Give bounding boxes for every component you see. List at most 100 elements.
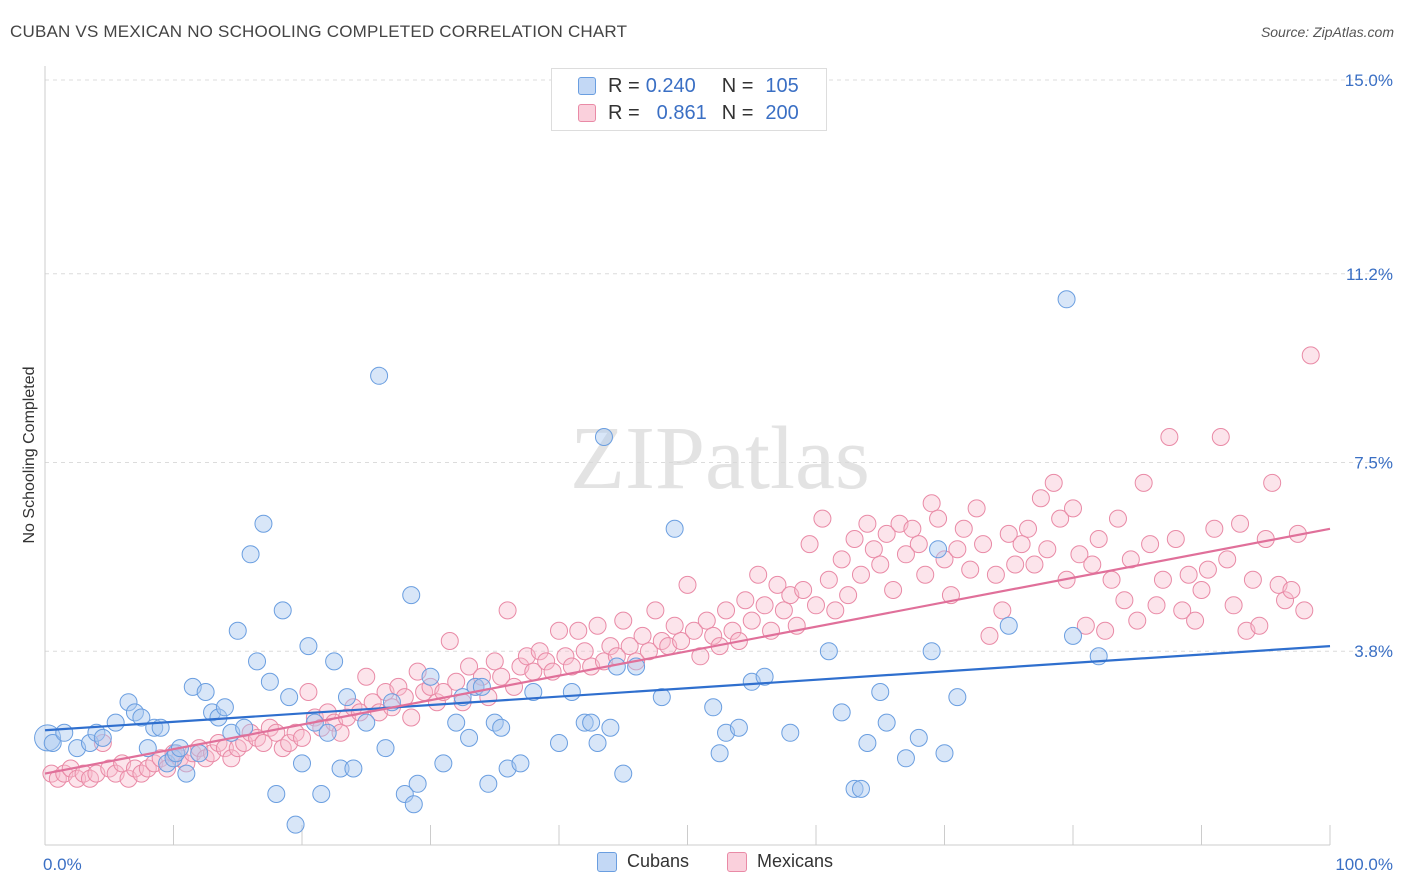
cuban-point bbox=[344, 759, 363, 778]
cuban-point bbox=[896, 749, 915, 768]
mexican-point bbox=[1096, 621, 1115, 640]
cuban-point bbox=[781, 723, 800, 742]
legend-n-value: 105 bbox=[765, 74, 799, 97]
cuban-point bbox=[55, 723, 74, 742]
mexican-point bbox=[877, 524, 896, 543]
mexican-point bbox=[1038, 540, 1057, 559]
legend-n-label: N = bbox=[721, 74, 754, 97]
cuban-point bbox=[370, 366, 389, 385]
mexican-point bbox=[646, 601, 665, 620]
mexican-point bbox=[896, 545, 915, 564]
mexican-point bbox=[672, 632, 691, 650]
mexican-point bbox=[1179, 565, 1198, 584]
mexican-point bbox=[1218, 550, 1237, 569]
cuban-point bbox=[704, 698, 723, 717]
mexican-point bbox=[986, 565, 1005, 584]
mexican-point bbox=[505, 677, 524, 696]
cuban-point bbox=[132, 708, 151, 727]
y-tick-label: 3.8% bbox=[1354, 642, 1393, 661]
cuban-point bbox=[402, 586, 421, 605]
mexicans-swatch bbox=[578, 104, 596, 122]
watermark: ZIPatlas bbox=[570, 409, 870, 508]
mexican-point bbox=[158, 759, 177, 778]
y-axis-label: No Schooling Completed bbox=[21, 367, 38, 544]
cuban-point bbox=[819, 642, 838, 661]
mexican-point bbox=[614, 611, 633, 630]
mexican-point bbox=[678, 575, 697, 594]
y-tick-label: 15.0% bbox=[1345, 71, 1393, 90]
cuban-point bbox=[421, 667, 440, 686]
mexican-point bbox=[562, 657, 581, 676]
mexican-point bbox=[620, 637, 639, 656]
mexican-point bbox=[1134, 473, 1153, 492]
cuban-point bbox=[479, 774, 498, 793]
mexican-point bbox=[832, 550, 851, 569]
mexican-point bbox=[588, 616, 607, 635]
cuban-point bbox=[447, 713, 466, 732]
data-points bbox=[34, 290, 1320, 834]
mexican-point bbox=[1141, 535, 1160, 554]
cuban-point bbox=[614, 764, 633, 783]
mexican-point bbox=[498, 601, 517, 620]
mexican-point bbox=[697, 611, 716, 630]
y-tick-label: 7.5% bbox=[1354, 454, 1393, 473]
mexican-point bbox=[1121, 550, 1140, 569]
mexican-point bbox=[1198, 560, 1217, 579]
mexican-point bbox=[1192, 581, 1211, 599]
mexican-point bbox=[1108, 509, 1127, 528]
legend-n-value: 200 bbox=[765, 101, 799, 124]
cuban-point bbox=[119, 693, 138, 712]
cubans-legend-label: Cubans bbox=[627, 851, 690, 871]
cuban-point bbox=[404, 795, 423, 814]
tick-labels: 3.8% 7.5% 11.2% 15.0% 0.0% 100.0% bbox=[43, 71, 1393, 874]
mexican-point bbox=[357, 667, 376, 686]
cuban-point bbox=[472, 677, 491, 696]
mexican-point bbox=[851, 565, 870, 584]
y-tick-label: 11.2% bbox=[1346, 265, 1393, 284]
cuban-point bbox=[460, 728, 479, 747]
mexican-point bbox=[665, 616, 684, 635]
cuban-point bbox=[524, 683, 543, 701]
cuban-point bbox=[299, 637, 318, 656]
mexicans-trend-line bbox=[44, 527, 1331, 775]
mexican-point bbox=[935, 550, 954, 569]
mexican-point bbox=[1025, 555, 1044, 574]
mexican-point bbox=[839, 586, 858, 605]
cuban-point bbox=[929, 540, 948, 559]
grid-lines bbox=[45, 79, 1392, 652]
mexican-point bbox=[967, 499, 986, 518]
cuban-point bbox=[594, 428, 613, 446]
cuban-point bbox=[1064, 626, 1082, 645]
mexican-point bbox=[1205, 519, 1224, 538]
mexican-point bbox=[402, 708, 421, 727]
mexican-point bbox=[1012, 535, 1031, 554]
legend-r-value: 0.861 bbox=[656, 101, 707, 124]
mexican-point bbox=[774, 601, 793, 620]
mexican-point bbox=[447, 672, 466, 691]
mexican-point bbox=[472, 667, 491, 686]
mexican-point bbox=[1051, 509, 1070, 528]
mexican-point bbox=[530, 642, 549, 661]
cuban-point bbox=[408, 774, 427, 793]
cuban-point bbox=[267, 785, 286, 803]
mexican-point bbox=[389, 677, 408, 696]
trend-lines bbox=[44, 527, 1331, 775]
cuban-point bbox=[909, 728, 928, 747]
x-tick-label: 100.0% bbox=[1335, 855, 1393, 874]
mexican-point bbox=[1276, 591, 1295, 610]
mexican-point bbox=[633, 626, 652, 645]
cuban-point bbox=[43, 734, 62, 752]
mexican-point bbox=[492, 667, 511, 686]
mexican-point bbox=[222, 749, 241, 768]
mexican-point bbox=[819, 570, 838, 589]
mexican-point bbox=[1231, 514, 1250, 533]
cuban-point bbox=[190, 744, 209, 763]
cubans-swatch bbox=[578, 77, 596, 95]
cuban-point bbox=[177, 764, 196, 783]
cuban-point bbox=[196, 683, 215, 701]
mexican-point bbox=[903, 519, 922, 538]
mexican-point bbox=[1019, 519, 1038, 538]
mexicans-legend-swatch bbox=[727, 851, 747, 872]
mexican-point bbox=[1173, 601, 1192, 620]
mexican-point bbox=[884, 581, 903, 599]
